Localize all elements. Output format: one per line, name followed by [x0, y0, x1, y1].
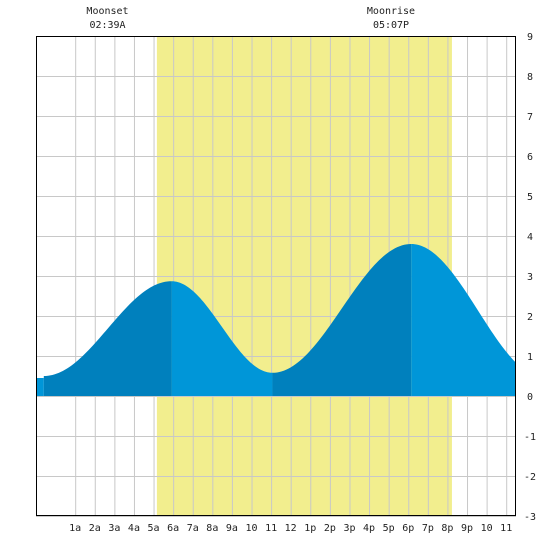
x-tick-label: 3p: [343, 523, 355, 534]
x-tick-label: 2p: [324, 523, 336, 534]
x-tick-label: 4p: [363, 523, 375, 534]
y-tick-label: 1: [527, 352, 533, 363]
moonrise-label: Moonrise: [367, 6, 415, 17]
y-tick-label: 3: [527, 272, 533, 283]
y-tick-label: 7: [527, 112, 533, 123]
y-tick-label: 4: [527, 232, 533, 243]
x-tick-label: 4a: [128, 523, 140, 534]
tide-area-falling: [36, 376, 44, 396]
y-tick-label: -3: [524, 512, 536, 523]
x-tick-label: 10: [245, 523, 257, 534]
y-tick-label: 9: [527, 32, 533, 43]
x-tick-label: 12: [285, 523, 297, 534]
x-tick-label: 2a: [89, 523, 101, 534]
x-tick-label: 8a: [206, 523, 218, 534]
x-tick-label: 8p: [441, 523, 453, 534]
x-tick-label: 7a: [187, 523, 199, 534]
x-tick-label: 7p: [422, 523, 434, 534]
x-tick-label: 5a: [148, 523, 160, 534]
y-tick-label: -2: [524, 472, 536, 483]
tide-area-falling: [171, 281, 273, 396]
x-tick-label: 11: [500, 523, 512, 534]
moonset-time: 02:39A: [89, 20, 125, 31]
tide-area-rising: [43, 281, 172, 396]
x-tick-label: 5p: [383, 523, 395, 534]
x-tick-label: 3a: [108, 523, 120, 534]
x-tick-label: 6p: [402, 523, 414, 534]
x-tick-label: 6a: [167, 523, 179, 534]
x-tick-label: 9a: [226, 523, 238, 534]
y-tick-label: -1: [524, 432, 536, 443]
x-tick-label: 11: [265, 523, 277, 534]
y-tick-label: 5: [527, 192, 533, 203]
tide-area-falling: [411, 244, 516, 396]
y-tick-label: 6: [527, 152, 533, 163]
moonrise-time: 05:07P: [373, 20, 409, 31]
y-tick-label: 2: [527, 312, 533, 323]
y-tick-label: 8: [527, 72, 533, 83]
moonset-label: Moonset: [86, 6, 128, 17]
tide-area-rising: [272, 244, 412, 396]
x-tick-label: 9p: [461, 523, 473, 534]
plot-frame: [36, 36, 516, 516]
x-tick-label: 10: [481, 523, 493, 534]
x-tick-label: 1p: [304, 523, 316, 534]
y-tick-label: 0: [527, 392, 533, 403]
x-tick-label: 1a: [69, 523, 81, 534]
